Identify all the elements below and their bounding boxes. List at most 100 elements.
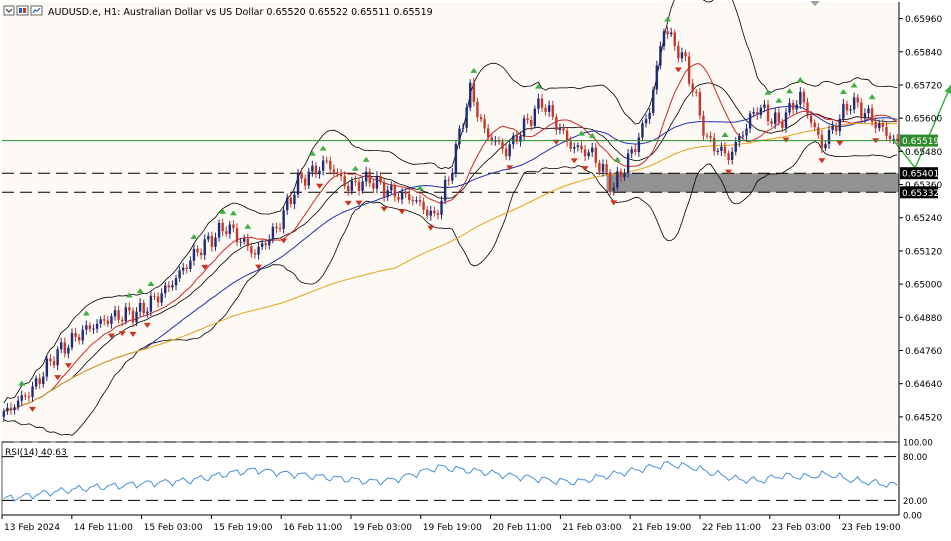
candle[interactable] bbox=[135, 307, 138, 327]
chart-shift-marker-icon[interactable] bbox=[810, 1, 820, 6]
candle[interactable] bbox=[838, 114, 841, 137]
candle[interactable] bbox=[153, 292, 156, 301]
candle[interactable] bbox=[454, 139, 458, 178]
candle[interactable] bbox=[433, 206, 436, 217]
candle[interactable] bbox=[856, 94, 859, 108]
candle[interactable] bbox=[605, 159, 608, 176]
candle[interactable] bbox=[203, 234, 206, 260]
candle[interactable] bbox=[408, 188, 411, 204]
candle[interactable] bbox=[666, 26, 669, 39]
candle[interactable] bbox=[24, 392, 27, 401]
candle[interactable] bbox=[400, 187, 404, 205]
candle[interactable] bbox=[662, 28, 666, 51]
candle[interactable] bbox=[56, 346, 59, 371]
candle[interactable] bbox=[555, 113, 558, 135]
candle[interactable] bbox=[2, 408, 5, 422]
candle[interactable] bbox=[286, 193, 289, 215]
candle[interactable] bbox=[476, 97, 479, 122]
candle[interactable] bbox=[106, 315, 110, 327]
candle[interactable] bbox=[429, 205, 432, 221]
candle[interactable] bbox=[867, 105, 870, 118]
candle[interactable] bbox=[569, 136, 572, 152]
candle[interactable] bbox=[677, 41, 680, 63]
bollinger-upper-line[interactable] bbox=[3, 0, 898, 404]
candle[interactable] bbox=[16, 396, 20, 411]
price-axis[interactable]: 0.65960 0.65840 0.65720 0.65600 0.65480 0.653… bbox=[898, 2, 942, 522]
candle[interactable] bbox=[357, 177, 361, 196]
candle[interactable] bbox=[490, 133, 493, 146]
candle[interactable] bbox=[791, 99, 795, 115]
candle[interactable] bbox=[849, 105, 852, 115]
candle[interactable] bbox=[146, 307, 149, 318]
candle[interactable] bbox=[350, 176, 354, 195]
candle[interactable] bbox=[375, 171, 379, 194]
candle[interactable] bbox=[852, 92, 856, 114]
candle[interactable] bbox=[210, 231, 214, 252]
candle[interactable] bbox=[128, 302, 131, 316]
candle[interactable] bbox=[264, 239, 267, 250]
candle[interactable] bbox=[641, 120, 644, 142]
candle[interactable] bbox=[680, 47, 684, 63]
candle[interactable] bbox=[774, 107, 777, 129]
candle[interactable] bbox=[271, 223, 275, 244]
candle[interactable] bbox=[626, 148, 630, 178]
candle[interactable] bbox=[113, 305, 117, 321]
candle[interactable] bbox=[242, 234, 246, 245]
candle[interactable] bbox=[770, 118, 773, 128]
candle[interactable] bbox=[214, 232, 217, 251]
candle[interactable] bbox=[192, 243, 196, 266]
candle[interactable] bbox=[845, 100, 849, 116]
candle[interactable] bbox=[318, 166, 321, 179]
candle[interactable] bbox=[835, 122, 838, 136]
candle[interactable] bbox=[759, 104, 763, 119]
candle[interactable] bbox=[713, 132, 716, 156]
candle[interactable] bbox=[781, 118, 784, 133]
candle[interactable] bbox=[472, 77, 476, 107]
candle[interactable] bbox=[38, 373, 41, 389]
candle[interactable] bbox=[619, 168, 623, 183]
candle[interactable] bbox=[138, 298, 142, 317]
candle[interactable] bbox=[329, 156, 332, 175]
candle[interactable] bbox=[88, 322, 92, 332]
ma-slow-line[interactable] bbox=[3, 122, 898, 412]
candle[interactable] bbox=[483, 114, 486, 134]
candle[interactable] bbox=[741, 130, 745, 140]
candle[interactable] bbox=[260, 239, 264, 251]
candle[interactable] bbox=[519, 131, 522, 147]
candle[interactable] bbox=[684, 49, 687, 62]
candle[interactable] bbox=[303, 174, 307, 191]
candle[interactable] bbox=[411, 195, 415, 206]
candle[interactable] bbox=[160, 288, 163, 307]
candle[interactable] bbox=[221, 218, 224, 237]
candle[interactable] bbox=[896, 134, 899, 144]
candle[interactable] bbox=[354, 175, 357, 187]
candle[interactable] bbox=[67, 344, 70, 359]
candle[interactable] bbox=[616, 166, 619, 191]
candle[interactable] bbox=[648, 108, 651, 124]
candle[interactable] bbox=[368, 167, 371, 188]
candle[interactable] bbox=[817, 122, 820, 139]
candle[interactable] bbox=[537, 93, 540, 114]
candle[interactable] bbox=[393, 181, 397, 202]
candle[interactable] bbox=[321, 155, 325, 176]
candle[interactable] bbox=[562, 123, 565, 135]
candle[interactable] bbox=[250, 242, 253, 258]
candle[interactable] bbox=[257, 242, 260, 260]
candle[interactable] bbox=[92, 324, 95, 334]
candle[interactable] bbox=[813, 119, 816, 132]
candle[interactable] bbox=[576, 142, 580, 152]
candle[interactable] bbox=[748, 110, 752, 134]
candle[interactable] bbox=[422, 197, 425, 215]
candles-layer[interactable] bbox=[2, 26, 899, 422]
candle[interactable] bbox=[325, 156, 328, 165]
candle[interactable] bbox=[612, 182, 615, 196]
candle[interactable] bbox=[824, 140, 827, 152]
candle[interactable] bbox=[637, 132, 641, 157]
candle[interactable] bbox=[515, 130, 519, 145]
candle[interactable] bbox=[878, 119, 881, 132]
candle[interactable] bbox=[544, 104, 547, 116]
candle[interactable] bbox=[343, 171, 346, 190]
bollinger-middle-line[interactable] bbox=[3, 82, 898, 412]
